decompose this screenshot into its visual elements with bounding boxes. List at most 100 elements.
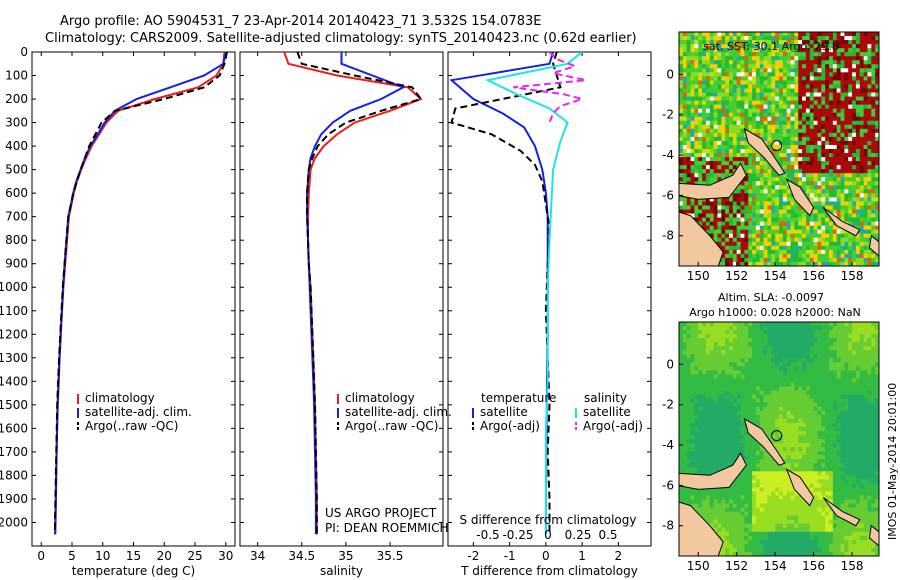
map-cell bbox=[782, 229, 788, 235]
map-cell bbox=[779, 161, 784, 166]
map-cell bbox=[859, 406, 865, 412]
map-cell bbox=[694, 422, 699, 428]
map-cell bbox=[755, 350, 761, 355]
map-cell bbox=[732, 362, 738, 367]
map-cell bbox=[732, 443, 738, 448]
map-cell bbox=[829, 447, 834, 452]
map-cell bbox=[790, 112, 795, 118]
map-cell bbox=[863, 140, 868, 146]
map-cell bbox=[725, 229, 730, 235]
map-cell bbox=[832, 434, 838, 440]
map-cell bbox=[817, 406, 822, 412]
map-cell bbox=[813, 334, 818, 339]
map-cell bbox=[809, 100, 815, 106]
map-cell bbox=[767, 229, 772, 235]
map-cell bbox=[805, 104, 811, 110]
map-cell bbox=[702, 334, 707, 339]
map-cell bbox=[721, 398, 726, 404]
map-cell bbox=[736, 447, 742, 452]
map-cell bbox=[748, 261, 753, 266]
map-cell bbox=[875, 221, 879, 227]
map-cell bbox=[871, 418, 876, 424]
map-cell bbox=[848, 338, 853, 343]
map-cell bbox=[709, 124, 715, 130]
map-cell bbox=[748, 209, 753, 215]
map-cell bbox=[782, 92, 788, 98]
map-cell bbox=[867, 434, 872, 440]
map-cell bbox=[725, 338, 730, 343]
map-cell bbox=[836, 245, 842, 251]
map-cell bbox=[686, 108, 692, 114]
map-cell bbox=[794, 76, 799, 81]
map-cell bbox=[686, 374, 692, 379]
map-cell bbox=[721, 56, 726, 61]
map-cell bbox=[863, 213, 868, 219]
map-cell bbox=[779, 233, 784, 239]
map-cell bbox=[871, 32, 876, 37]
map-cell bbox=[755, 201, 761, 206]
map-cell bbox=[702, 346, 707, 351]
map-cell bbox=[867, 52, 872, 57]
map-cell bbox=[867, 221, 872, 227]
map-cell bbox=[717, 394, 722, 400]
map-cell bbox=[694, 32, 699, 37]
map-cell bbox=[713, 422, 718, 428]
y-tick-label: 1500 bbox=[0, 398, 28, 412]
map-cell bbox=[817, 72, 822, 77]
map-cell bbox=[821, 382, 826, 388]
map-cell bbox=[713, 84, 718, 89]
map-cell bbox=[698, 443, 703, 448]
map-cell bbox=[775, 153, 780, 158]
map-cell bbox=[855, 386, 861, 392]
map-cell bbox=[779, 181, 784, 186]
map-cell bbox=[679, 398, 684, 404]
map-cell bbox=[775, 92, 780, 98]
map-cell bbox=[779, 76, 784, 81]
sal-series-satellite-adj-clim- bbox=[306, 52, 406, 535]
map-cell bbox=[821, 64, 826, 69]
map-cell bbox=[809, 169, 815, 174]
map-cell bbox=[786, 124, 792, 130]
map-cell bbox=[809, 249, 815, 255]
map-cell bbox=[817, 116, 822, 122]
map-cell bbox=[840, 350, 845, 355]
map-cell bbox=[705, 157, 711, 162]
map-cell bbox=[717, 434, 722, 440]
map-cell bbox=[813, 112, 818, 118]
map-cell bbox=[717, 402, 722, 408]
map-cell bbox=[748, 253, 753, 259]
map-cell bbox=[809, 181, 815, 186]
map-cell bbox=[817, 358, 822, 363]
map-cell bbox=[836, 84, 842, 89]
map-cell bbox=[825, 447, 830, 452]
map-cell bbox=[771, 346, 776, 351]
map-cell bbox=[702, 108, 707, 114]
map-cell bbox=[802, 354, 807, 359]
map-cell bbox=[802, 451, 807, 456]
map-cell bbox=[832, 76, 838, 81]
map-cell bbox=[705, 64, 711, 69]
map-cell bbox=[775, 443, 780, 448]
map-cell bbox=[832, 350, 838, 355]
map-cell bbox=[705, 92, 711, 98]
map-cell bbox=[721, 52, 726, 57]
map-cell bbox=[721, 116, 726, 122]
map-cell bbox=[859, 418, 865, 424]
map-cell bbox=[844, 322, 849, 327]
map-cell bbox=[759, 350, 765, 355]
map-cell bbox=[825, 358, 830, 363]
map-cell bbox=[713, 96, 718, 102]
map-cell bbox=[686, 382, 692, 388]
map-cell bbox=[771, 245, 776, 251]
map-cell bbox=[679, 326, 684, 331]
map-cell bbox=[759, 68, 765, 73]
map-cell bbox=[717, 120, 722, 126]
map-cell bbox=[840, 233, 845, 239]
map-cell bbox=[690, 205, 695, 211]
map-cell bbox=[732, 144, 738, 150]
map-cell bbox=[736, 217, 742, 223]
map-cell bbox=[729, 338, 734, 343]
map-cell bbox=[779, 382, 784, 388]
map-cell bbox=[763, 116, 768, 122]
map-cell bbox=[740, 229, 745, 235]
